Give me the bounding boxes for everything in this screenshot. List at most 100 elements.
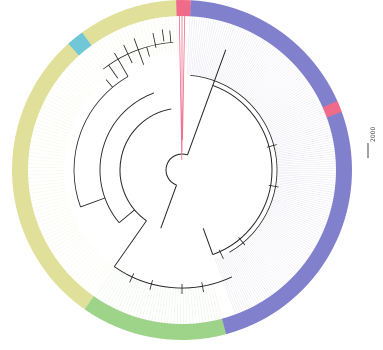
leaf-line-clade-b (87, 263, 110, 292)
leaf-line-clade-b (28, 182, 65, 187)
branch-main-a (187, 49, 227, 156)
branch-tip-tl-6 (152, 32, 157, 48)
leaf-line-clade-b (57, 79, 87, 101)
leaf-line-clade-b (28, 179, 65, 183)
leaf-line-clade-c (190, 287, 194, 324)
leaf-line-clade-a (276, 171, 336, 174)
leaf-line-clade-c (148, 285, 157, 321)
leaf-line-clade-c (200, 286, 207, 323)
clade-band-clade-b (11, 0, 177, 310)
leaf-line-clade-a (248, 59, 290, 103)
leaf-line-clade-a (263, 92, 316, 123)
leaf-line-clade-b (78, 257, 104, 285)
leaf-line-clade-a (192, 17, 200, 76)
leaf-line-clade-b (164, 16, 170, 53)
leaf-line-clade-b (157, 17, 164, 54)
leaf-line-clade-a (205, 20, 222, 79)
leaf-line-clade-b (107, 34, 126, 67)
leaf-line-clade-b (39, 112, 73, 126)
leaf-line-clade-c (157, 286, 164, 323)
leaf-line-clade-c (111, 275, 129, 308)
leaf-line-clade-b (121, 28, 136, 62)
leaf-line-clade-a (229, 251, 260, 304)
leaf-line-clade-a (246, 239, 287, 283)
leaf-line-clade-b (61, 73, 91, 97)
leaf-line-clade-a (276, 151, 335, 159)
leaf-line-clade-a (226, 34, 255, 87)
leaf-line-clade-a (267, 212, 321, 239)
leaf-line-clade-a (238, 246, 274, 294)
leaf-line-clade-a (275, 185, 335, 196)
leaf-line-clade-b (66, 67, 94, 92)
leaf-line-clade-b (50, 230, 82, 250)
leaf-line-clade-a (259, 79, 308, 115)
leaf-line-clade-b (71, 62, 98, 88)
branch-tip-r-2 (238, 237, 246, 246)
leaf-line-clade-a (262, 219, 313, 252)
leaf-line-clade-a (275, 188, 334, 200)
leaf-line-clade-b (33, 201, 69, 213)
leaf-line-clade-a (263, 218, 315, 250)
leaf-line-clade-a (264, 217, 316, 248)
leaf-line-clade-a (221, 29, 247, 84)
leaf-line-clade-a (265, 214, 318, 243)
clade-ring (11, 0, 353, 340)
leaf-line-clade-b (39, 215, 74, 230)
leaf-line-clade-b (29, 152, 65, 157)
leaf-line-clade-b (28, 167, 65, 169)
leaf-line-clade-a (221, 256, 247, 310)
leaf-line-clade-a (191, 16, 198, 76)
highlight-branch-1 (178, 16, 183, 161)
leaf-line-clade-b (41, 218, 75, 234)
leaf-line-clade-a (259, 81, 309, 116)
leaf-line-clade-a (268, 105, 322, 131)
leaf-line-clade-a (274, 137, 333, 150)
leaf-line-clade-c (151, 285, 159, 321)
leaf-line-clade-b (28, 155, 65, 160)
branch-tip-tl-2 (114, 52, 129, 77)
leaf-line-clade-a (239, 47, 276, 95)
leaf-line-clade-a (260, 83, 310, 118)
leaf-line-clade-a (254, 230, 301, 269)
leaf-line-clade-a (271, 202, 327, 224)
leaf-line-clade-a (195, 17, 205, 77)
leaf-line-clade-a (251, 234, 296, 275)
leaf-line-clade-a (249, 236, 293, 278)
leaf-line-clade-c (202, 286, 210, 322)
leaf-line-clade-b (49, 91, 81, 111)
leaf-line-clade-a (271, 201, 328, 221)
leaf-line-clade-b (84, 261, 108, 290)
scale-bar-label: 2000 (370, 126, 377, 142)
leaf-line-clade-c (192, 287, 197, 324)
leaf-line-clade-b (101, 38, 121, 70)
leaf-line-clade-a (197, 17, 208, 77)
branch-tip-r-1 (268, 184, 279, 188)
leaf-line-clade-c (97, 268, 118, 300)
leaf-line-clade-a (276, 173, 336, 176)
leaf-line-clade-a (274, 192, 332, 207)
leaf-line-clade-a (239, 245, 276, 293)
leaf-line-clade-a (203, 19, 217, 78)
clade-band-clade-d (68, 32, 92, 56)
leaf-line-clade-a (254, 70, 300, 109)
leaf-line-clade-a (225, 254, 254, 307)
leaf-line-clade-b (29, 187, 66, 194)
leaf-line-clade-a (276, 168, 336, 170)
leaf-line-clade-b (81, 259, 106, 288)
leaf-line-clade-b (31, 193, 67, 202)
leaf-line-clade-c (195, 287, 200, 323)
leaf-line-clade-b (58, 240, 88, 263)
leaf-line-clade-a (261, 85, 312, 119)
leaf-line-clade-a (251, 65, 295, 106)
leaf-line-clade-a (271, 118, 328, 139)
leaf-line-clade-a (201, 19, 215, 78)
leaf-line-clade-a (188, 16, 193, 76)
leaf-line-clade-b (51, 88, 82, 108)
leaf-line-clade-a (245, 240, 286, 285)
leaf-line-clade-a (218, 27, 242, 83)
leaf-line-clade-a (270, 116, 327, 138)
leaf-line-clade-a (255, 229, 302, 268)
leaf-line-clade-c (207, 285, 216, 321)
